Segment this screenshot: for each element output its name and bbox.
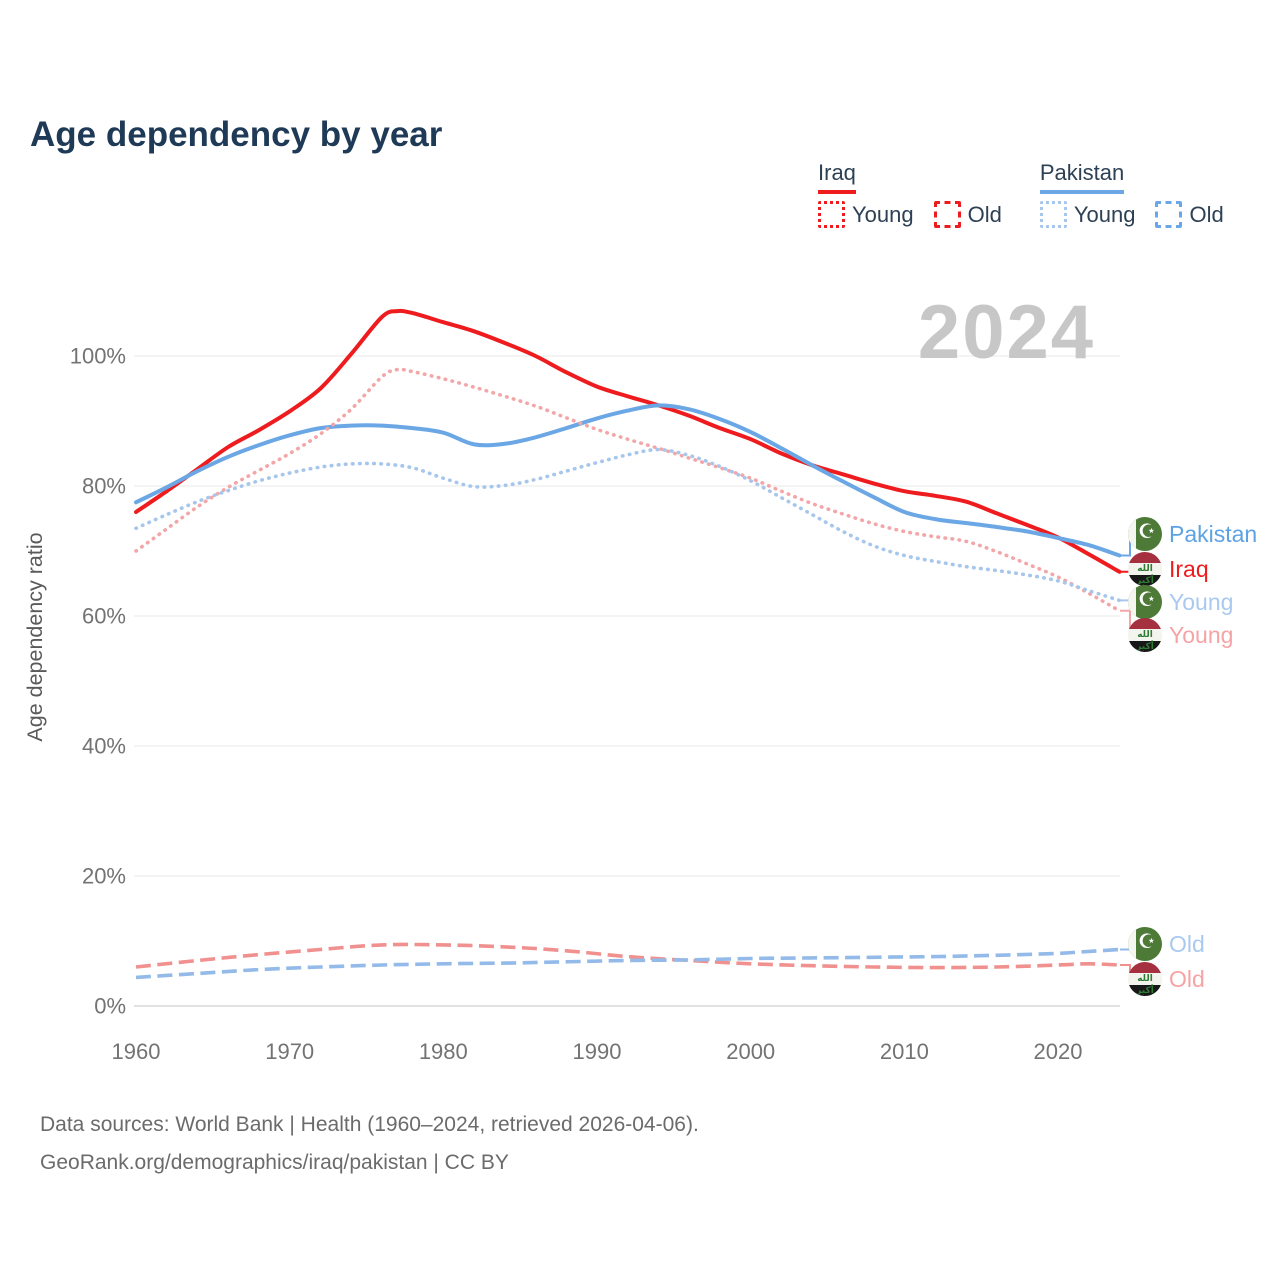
iraq-flag-icon <box>1128 552 1162 586</box>
y-tick-label: 60% <box>82 604 126 629</box>
dotted-line-swatch-icon <box>818 201 845 228</box>
plot-gridlines <box>134 355 1120 1007</box>
legend-item-pakistan-young[interactable]: Young <box>1039 201 1136 228</box>
watermark: 2024 <box>918 290 1095 375</box>
pakistan-flag-icon <box>1128 517 1162 551</box>
dashed-line-swatch-icon <box>933 201 961 228</box>
end-label-pakistan-young[interactable]: Young <box>1128 585 1233 619</box>
pakistan-flag-icon <box>1128 927 1162 961</box>
legend-header-pakistan[interactable]: Pakistan <box>1039 160 1125 194</box>
end-label-text: Iraq <box>1169 555 1209 582</box>
x-tick-label: 2020 <box>1034 1039 1083 1064</box>
x-tick-label: 1960 <box>112 1039 161 1064</box>
end-label-iraq-young[interactable]: Young <box>1128 618 1233 652</box>
end-label-text: Old <box>1169 965 1205 992</box>
series-line-pakistan-total[interactable] <box>134 403 1122 558</box>
x-tick-label: 2000 <box>726 1039 775 1064</box>
legend-item-label: Young <box>1073 201 1136 227</box>
x-tick-labels: 1960 1970 1980 1990 2000 2010 2020 <box>112 1039 1083 1064</box>
x-tick-label: 2010 <box>880 1039 929 1064</box>
x-tick-label: 1980 <box>419 1039 468 1064</box>
end-label-text: Pakistan <box>1169 520 1258 547</box>
series-line-iraq-young[interactable] <box>134 367 1122 613</box>
legend-group-iraq: Iraq Young Old <box>818 160 1002 228</box>
end-label-text: Old <box>1169 930 1205 957</box>
y-tick-label: 0% <box>94 994 126 1019</box>
end-label-pakistan-old[interactable]: Old <box>1128 927 1205 961</box>
iraq-flag-icon <box>1128 618 1162 652</box>
series-line-pakistan-young[interactable] <box>134 447 1122 603</box>
dotted-line-swatch-icon <box>1039 201 1067 228</box>
y-tick-labels: 0% 20% 40% 60% 80% 100% <box>70 344 126 1019</box>
dashed-line-swatch-icon <box>1155 201 1183 228</box>
x-tick-label: 1990 <box>573 1039 622 1064</box>
end-label-iraq-total[interactable]: Iraq <box>1128 552 1209 586</box>
end-label-iraq-old[interactable]: Old <box>1128 962 1205 996</box>
y-tick-label: 20% <box>82 864 126 889</box>
attribution-line: GeoRank.org/demographics/iraq/pakistan |… <box>40 1151 509 1174</box>
y-axis-title: Age dependency ratio <box>23 532 47 741</box>
page-title: Age dependency by year <box>30 115 443 155</box>
legend: Iraq Young Old Pakistan Young Old <box>818 160 1224 228</box>
y-tick-label: 40% <box>82 734 126 759</box>
y-tick-label: 100% <box>70 344 126 369</box>
legend-group-pakistan: Pakistan Young Old <box>1039 160 1224 228</box>
end-label-pakistan-total[interactable]: Pakistan <box>1128 517 1257 551</box>
legend-item-pakistan-old[interactable]: Old <box>1155 201 1224 228</box>
series-line-pakistan-old[interactable] <box>135 947 1120 980</box>
legend-header-iraq[interactable]: Iraq <box>818 160 856 194</box>
data-source-note: Data sources: World Bank | Health (1960–… <box>40 1106 699 1182</box>
pakistan-flag-icon <box>1128 585 1162 619</box>
legend-item-label: Young <box>852 201 914 227</box>
y-tick-label: 80% <box>82 474 126 499</box>
legend-item-iraq-old[interactable]: Old <box>933 201 1002 228</box>
legend-item-label: Old <box>967 201 1002 227</box>
x-tick-label: 1970 <box>265 1039 314 1064</box>
data-source-line: Data sources: World Bank | Health (1960–… <box>40 1113 699 1136</box>
legend-item-iraq-young[interactable]: Young <box>818 201 914 228</box>
legend-item-label: Old <box>1189 201 1224 227</box>
series-line-iraq-old[interactable] <box>135 942 1120 970</box>
series-lines <box>134 308 1122 980</box>
end-label-text: Young <box>1169 588 1234 615</box>
series-line-iraq-total[interactable] <box>134 308 1122 574</box>
end-label-text: Young <box>1169 621 1234 648</box>
iraq-flag-icon <box>1128 962 1162 996</box>
